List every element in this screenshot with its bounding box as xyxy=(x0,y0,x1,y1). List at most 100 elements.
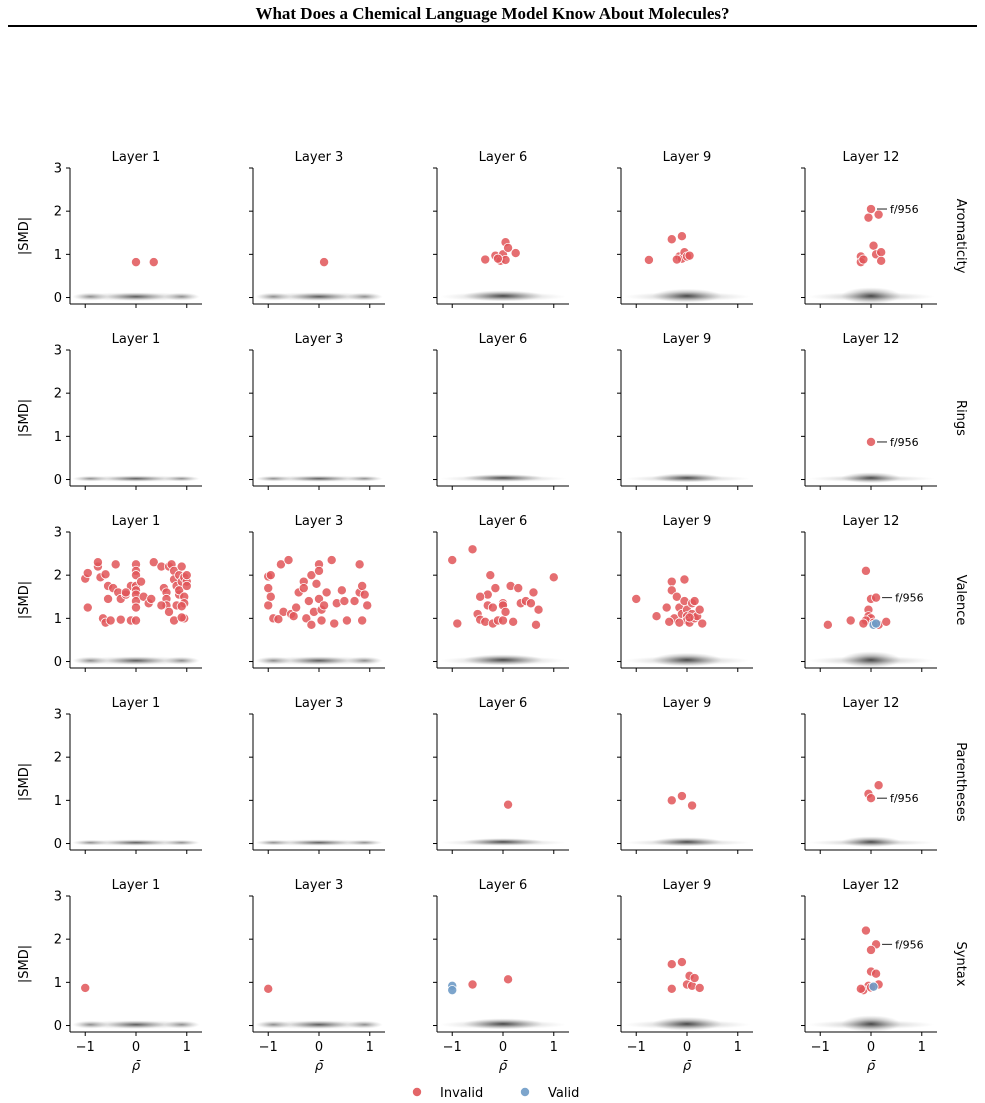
density-band xyxy=(807,287,935,305)
point-invalid xyxy=(130,602,141,613)
panel-title: Layer 12 xyxy=(843,514,900,529)
point-invalid xyxy=(858,618,869,629)
density-band xyxy=(623,837,751,847)
panel-title: Layer 1 xyxy=(112,514,161,529)
panel-aromaticity-layer-1: 0 1 2 3 Layer 1 xyxy=(54,150,202,308)
point-invalid xyxy=(866,436,877,447)
density-right xyxy=(163,1020,200,1029)
panel-rings-layer-6: Layer 6 xyxy=(433,332,569,490)
point-invalid xyxy=(336,585,347,596)
point-invalid xyxy=(82,568,93,579)
density-band xyxy=(255,1020,383,1030)
y-tick-label: 1 xyxy=(54,612,62,627)
panel-title: Layer 12 xyxy=(843,878,900,893)
row-label: Rings xyxy=(953,400,968,436)
density-center xyxy=(106,475,166,482)
point-invalid xyxy=(694,982,705,993)
y-tick-label: 2 xyxy=(54,387,62,402)
paper-title: What Does a Chemical Language Model Know… xyxy=(255,4,730,23)
density-band xyxy=(255,839,383,846)
point-invalid xyxy=(863,212,874,223)
panel-valence-layer-9: Layer 9 xyxy=(617,514,753,672)
density-center xyxy=(463,1018,543,1030)
point-invalid xyxy=(822,619,833,630)
point-invalid xyxy=(303,596,314,607)
density-band xyxy=(623,1016,751,1031)
point-invalid xyxy=(181,580,192,591)
y-tick-label: 0 xyxy=(54,473,62,488)
density-center xyxy=(289,292,349,301)
point-invalid xyxy=(651,611,662,622)
point-invalid xyxy=(689,596,700,607)
y-tick-label: 0 xyxy=(54,837,62,852)
density-band xyxy=(807,651,935,669)
x-tick-label: 1 xyxy=(734,1040,742,1055)
density-center xyxy=(106,292,166,301)
density-center xyxy=(652,288,722,303)
x-tick-label: 1 xyxy=(183,1040,191,1055)
point-invalid xyxy=(92,557,103,568)
panel-parentheses-layer-1: 0 1 2 3 Layer 1 xyxy=(54,696,202,854)
panel-aromaticity-layer-6: Layer 6 xyxy=(433,150,569,308)
header-rule xyxy=(8,25,977,27)
point-invalid xyxy=(503,974,514,985)
density-band xyxy=(439,654,567,666)
point-invalid xyxy=(146,593,157,604)
panel-title: Layer 3 xyxy=(295,696,344,711)
point-invalid xyxy=(329,618,340,629)
row-label: Parentheses xyxy=(953,742,968,822)
x-axis-label: ρ̄ xyxy=(499,1059,508,1074)
point-invalid xyxy=(492,253,503,264)
point-invalid xyxy=(687,800,698,811)
density-center xyxy=(289,839,349,846)
panel-title: Layer 3 xyxy=(295,150,344,165)
point-invalid xyxy=(503,242,514,253)
panel-title: Layer 6 xyxy=(479,878,528,893)
density-center xyxy=(106,656,166,665)
density-center xyxy=(463,654,543,666)
point-invalid xyxy=(311,578,322,589)
annotation-label: f/956 xyxy=(890,203,919,216)
point-invalid xyxy=(666,234,677,245)
panel-rings-layer-9: Layer 9 xyxy=(617,332,753,490)
row-label: Syntax xyxy=(953,942,968,987)
panel-valence-layer-6: Layer 6 xyxy=(433,514,569,672)
point-invalid xyxy=(871,968,882,979)
x-tick-label: 0 xyxy=(683,1040,691,1055)
density-band xyxy=(623,288,751,303)
point-invalid xyxy=(876,255,887,266)
point-invalid xyxy=(490,583,501,594)
panel-title: Layer 1 xyxy=(112,332,161,347)
x-tick-label: 0 xyxy=(132,1040,140,1055)
point-invalid xyxy=(130,257,141,268)
point-invalid xyxy=(510,248,521,259)
x-axis-label: ρ̄ xyxy=(315,1059,324,1074)
panel-valence-layer-3: Layer 3 xyxy=(249,514,385,672)
point-invalid xyxy=(664,616,675,627)
density-right xyxy=(163,839,200,846)
point-invalid xyxy=(103,593,114,604)
point-invalid xyxy=(643,254,654,265)
panel-aromaticity-layer-9: Layer 9 xyxy=(617,150,753,308)
density-right xyxy=(346,656,383,665)
y-axis-label: |SMD| xyxy=(17,217,32,255)
point-invalid xyxy=(301,613,312,624)
density-right xyxy=(346,475,383,482)
point-invalid xyxy=(671,254,682,265)
point-invalid xyxy=(881,616,892,627)
density-band xyxy=(623,652,751,667)
point-invalid xyxy=(319,257,330,268)
row-label: Aromaticity xyxy=(953,199,968,274)
y-axis-label: |SMD| xyxy=(17,945,32,983)
y-tick-label: 3 xyxy=(54,890,62,905)
density-left xyxy=(72,292,109,301)
point-invalid xyxy=(291,602,302,613)
point-invalid xyxy=(666,959,677,970)
y-tick-label: 0 xyxy=(54,1019,62,1034)
point-invalid xyxy=(176,561,187,572)
panel-title: Layer 1 xyxy=(112,696,161,711)
annotation-label: f/956 xyxy=(895,592,924,605)
density-center xyxy=(841,651,901,669)
point-invalid xyxy=(666,983,677,994)
density-left xyxy=(72,839,109,846)
